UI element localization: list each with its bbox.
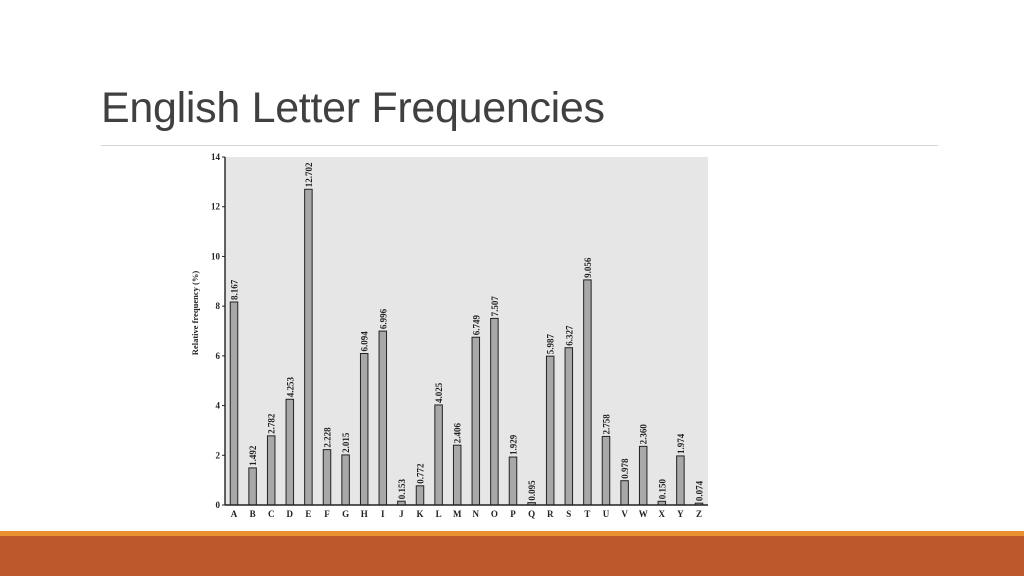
y-tick-label: 14 [211, 152, 221, 162]
x-tick-label: S [566, 509, 571, 519]
bar-E [304, 188, 313, 506]
data-label: 6.327 [564, 325, 574, 346]
plot-background [225, 157, 708, 505]
data-label: 4.253 [285, 377, 295, 398]
data-label: 0.150 [657, 479, 667, 500]
data-label: 4.025 [434, 382, 444, 403]
x-tick-label: I [381, 509, 385, 519]
y-tick-label: 8 [216, 301, 221, 311]
x-tick-label: Z [696, 509, 702, 519]
bar-C [266, 435, 276, 506]
y-axis-label: Relative frequency (%) [190, 271, 200, 356]
footer-band [0, 536, 1024, 576]
x-tick-label: D [287, 509, 294, 519]
bar-B [248, 467, 257, 506]
y-tick-label: 6 [216, 351, 221, 361]
x-tick-label: F [324, 509, 330, 519]
y-tick-label: 10 [211, 251, 221, 261]
x-tick-label: N [473, 509, 480, 519]
x-tick-label: K [416, 509, 423, 519]
x-tick-label: G [342, 509, 349, 519]
data-label: 1.492 [248, 445, 258, 466]
bar-H [359, 353, 369, 506]
bar-D [285, 398, 295, 506]
bar-V [620, 480, 629, 506]
x-tick-label: B [250, 509, 256, 519]
y-tick-label: 2 [216, 450, 221, 460]
data-label: 6.996 [378, 308, 388, 329]
bar-G [341, 454, 350, 506]
x-axis: A B C D E F G H I J K L M N O P Q R S T U V W X Y Z [225, 504, 708, 519]
data-label: 9.056 [583, 257, 593, 278]
data-label: 0.095 [527, 480, 537, 501]
x-tick-label: Q [528, 509, 535, 519]
bar-L [434, 404, 443, 506]
bar-U [601, 435, 611, 506]
data-label: 6.094 [360, 331, 370, 352]
x-tick-label: M [453, 509, 462, 519]
data-label: 0.772 [416, 463, 426, 484]
bar-A [229, 301, 239, 506]
x-tick-label: H [361, 509, 368, 519]
x-tick-label: L [436, 509, 442, 519]
data-label: 7.507 [490, 296, 500, 317]
x-tick-label: O [491, 509, 498, 519]
x-tick-label: V [621, 509, 628, 519]
data-label: 5.987 [546, 333, 556, 354]
x-tick-label: W [639, 509, 648, 519]
bar-K [415, 485, 425, 506]
data-label: 2.360 [639, 424, 649, 445]
data-label: 2.015 [341, 432, 351, 453]
data-label: 1.929 [509, 434, 519, 455]
bar-P [508, 456, 518, 506]
x-tick-label: X [659, 509, 666, 519]
y-tick-label: 12 [211, 202, 221, 212]
bar-I [378, 330, 388, 506]
footer-accent-line [0, 531, 1024, 536]
bar-F [322, 449, 332, 506]
x-tick-label: Y [677, 509, 684, 519]
y-tick-label: 4 [216, 401, 221, 411]
x-tick-label: J [399, 509, 404, 519]
bar-Y [676, 455, 685, 506]
bar-O [490, 317, 499, 506]
x-tick-label: A [231, 509, 238, 519]
data-label: 2.758 [602, 414, 612, 435]
data-label: 8.167 [230, 279, 240, 300]
bars: 8.167 1.492 2.782 4.253 12.702 2.228 2.015 6.09… [229, 162, 705, 506]
x-tick-label: R [547, 509, 554, 519]
x-tick-label: P [510, 509, 516, 519]
data-label: 1.974 [676, 433, 686, 454]
bar-W [638, 445, 648, 506]
data-label: 2.228 [323, 427, 333, 448]
bar-T [583, 279, 592, 506]
x-tick-label: U [603, 509, 610, 519]
data-label: 0.978 [620, 458, 630, 479]
title-divider [101, 145, 938, 146]
bar-M [452, 444, 462, 506]
slide-title: English Letter Frequencies [101, 84, 605, 132]
x-tick-label: T [584, 509, 590, 519]
x-tick-label: E [305, 509, 311, 519]
data-label: 12.702 [304, 162, 314, 187]
bar-N [471, 336, 481, 506]
data-label: 2.782 [267, 413, 277, 434]
data-label: 0.153 [397, 478, 407, 499]
data-label: 2.406 [453, 422, 463, 443]
x-tick-label: C [268, 509, 275, 519]
bar-S [564, 347, 574, 506]
y-tick-label: 0 [216, 500, 221, 510]
bar-R [545, 355, 555, 506]
data-label: 6.749 [471, 314, 481, 335]
y-axis: 0 2 4 6 8 10 12 14 [211, 152, 226, 510]
data-label: 0.074 [695, 480, 705, 501]
